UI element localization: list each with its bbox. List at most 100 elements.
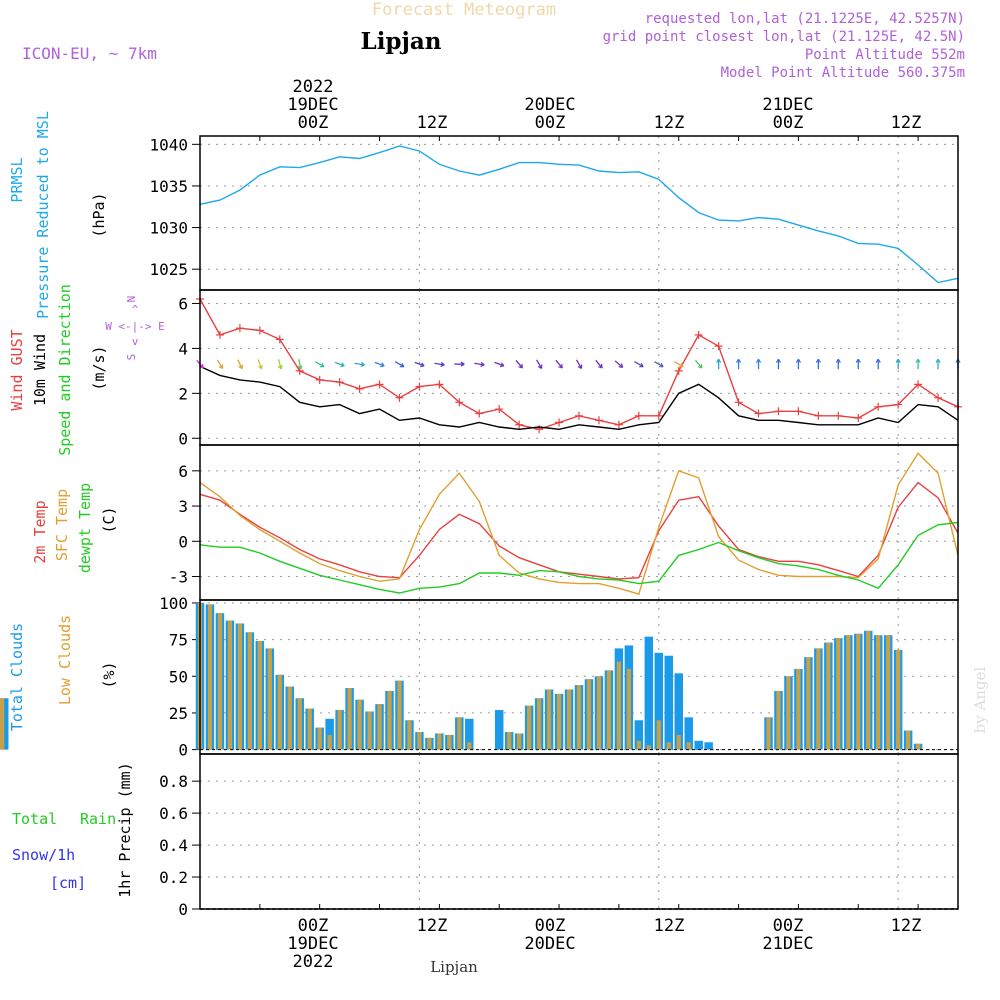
gust-marker	[275, 335, 284, 344]
footer-location: Lipjan	[430, 958, 478, 976]
gust-marker	[714, 342, 723, 351]
precip-labels: Total Rain Snow/1h [cm] 1hr Precip (mm)	[12, 762, 134, 897]
total-cloud-bar	[494, 710, 504, 750]
y-tick-label: 50	[169, 667, 188, 686]
wind-arrow-head	[598, 363, 603, 369]
top-date-label: 20DEC	[524, 95, 575, 115]
wind-arrow	[216, 359, 224, 369]
gust-marker	[594, 416, 603, 425]
wind-labels: Wind GUST 10m Wind Speed and Direction (…	[8, 284, 165, 456]
low-cloud-bar	[247, 632, 252, 750]
gust-marker	[794, 407, 803, 416]
precip-label-total: Total	[12, 810, 57, 828]
wind-arrow-head	[795, 358, 801, 363]
low-cloud-bar	[806, 657, 811, 750]
wind-arrow-head	[815, 358, 821, 363]
bottom-tick-label: 00Z	[298, 916, 329, 936]
wind-arrow	[595, 359, 603, 369]
low-cloud-bar	[527, 705, 532, 750]
pressure-label-1: PRMSL	[8, 157, 26, 202]
wind-arrow-head	[238, 364, 244, 370]
low-cloud-bar	[207, 604, 213, 750]
gust-marker	[555, 418, 564, 427]
wind-arrow-head	[716, 358, 722, 363]
panel-0: 1025 1030 1035 1040	[149, 135, 959, 291]
total-cloud-bar	[465, 718, 474, 750]
wind-label-1: Wind GUST	[8, 329, 26, 410]
wind-arrow-head	[380, 362, 385, 368]
wind-arrow-head	[835, 358, 841, 363]
wind-arrow-head	[755, 358, 762, 363]
wind-arrow-head	[577, 364, 583, 369]
compass-s-label: S	[125, 354, 138, 361]
series-line	[199, 365, 959, 431]
low-cloud-bar	[666, 742, 671, 750]
y-tick-label: 0	[178, 429, 188, 448]
low-cloud-bar	[766, 717, 771, 750]
low-cloud-bar	[536, 698, 542, 750]
location-title: Lipjan	[361, 28, 442, 55]
bottom-date-label: 19DEC	[287, 934, 338, 954]
gust-marker	[455, 398, 464, 407]
low-cloud-bar	[626, 668, 631, 750]
low-cloud-bar	[886, 635, 891, 750]
low-cloud-bar	[427, 737, 432, 750]
total-cloud-bar	[674, 673, 683, 750]
gust-marker	[435, 380, 444, 389]
wind-arrow-head	[440, 361, 445, 367]
wind-arrow	[494, 361, 505, 367]
gust-marker	[475, 409, 484, 418]
cloud-unit: (%)	[100, 661, 118, 688]
low-cloud-bar	[606, 670, 612, 750]
gust-marker	[215, 330, 224, 339]
low-cloud-bar	[277, 674, 282, 750]
y-tick-label: 1025	[149, 260, 188, 279]
wind-arrow	[354, 362, 365, 366]
bottom-tick-label: 12Z	[891, 916, 922, 936]
wind-unit: (m/s)	[90, 345, 108, 390]
bottom-tick-label: 00Z	[535, 916, 566, 936]
plot-root: 10251030103510400246-3036025507510000.20…	[0, 135, 962, 919]
total-cloud-bar	[704, 742, 713, 750]
low-cloud-bar	[257, 641, 262, 750]
y-tick-label: 3	[178, 497, 188, 516]
y-tick-label: -3	[169, 568, 188, 587]
wind-arrow-head	[875, 358, 881, 363]
pressure-labels: PRMSL Pressure Reduced to MSL (hPa)	[8, 111, 108, 319]
temp-label-2: SFC Temp	[53, 489, 71, 561]
cloud-label-1: Total Clouds	[8, 623, 26, 731]
wind-arrow-head	[297, 365, 303, 370]
precip-label-cm: [cm]	[50, 874, 86, 892]
low-cloud-bar	[377, 704, 382, 750]
panel-4: 0 0.2 0.4 0.6 0.8	[159, 753, 959, 919]
low-cloud-bar	[656, 720, 661, 750]
bottom-tick-label: 00Z	[773, 916, 804, 936]
low-cloud-bar	[896, 649, 901, 750]
series-line	[199, 521, 959, 594]
low-cloud-bar	[646, 745, 651, 750]
wind-arrow	[654, 361, 664, 368]
gust-marker	[315, 375, 324, 384]
wind-label-3: Speed and Direction	[56, 284, 74, 456]
low-cloud-bar	[367, 711, 372, 750]
low-cloud-bar	[915, 743, 921, 750]
wind-arrow-head	[277, 364, 283, 370]
temp-labels: 2m Temp SFC Temp dewpt Temp (C)	[31, 483, 118, 573]
low-cloud-bar	[566, 689, 572, 750]
wind-arrow-head	[679, 362, 684, 368]
temp-label-3: dewpt Temp	[76, 483, 94, 573]
pressure-label-2: Pressure Reduced to MSL	[34, 111, 52, 319]
panel-frame	[199, 135, 959, 291]
gust-marker	[575, 411, 583, 420]
low-cloud-bar	[407, 720, 412, 750]
low-cloud-bar	[317, 727, 322, 750]
gust-marker	[654, 411, 663, 420]
low-cloud-bar	[576, 685, 582, 750]
top-tick-label: 12Z	[891, 113, 922, 133]
low-cloud-bar	[507, 732, 512, 750]
low-cloud-bar	[796, 668, 801, 750]
gust-marker	[495, 405, 504, 414]
low-cloud-bar	[287, 686, 292, 750]
gust-marker	[515, 420, 524, 429]
